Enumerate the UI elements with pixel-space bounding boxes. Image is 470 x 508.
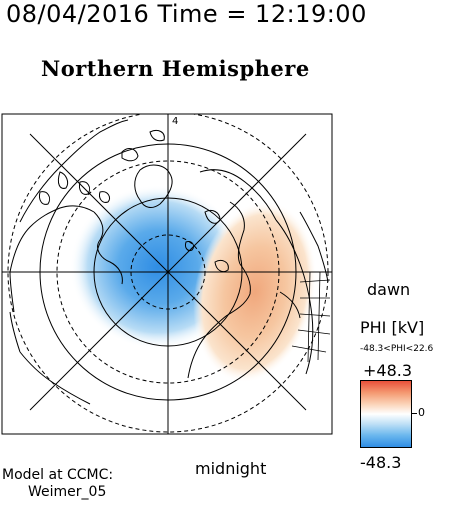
legend-colorbar [360, 380, 412, 448]
legend-min-label: -48.3 [360, 453, 402, 472]
legend-zero-tick [412, 413, 417, 414]
map-border [1, 113, 333, 435]
meridian-label: 4 [172, 116, 178, 127]
dawn-label: dawn [367, 280, 411, 299]
legend-range: -48.3<PHI<22.6 [360, 344, 434, 354]
credit-model-name: Weimer_05 [28, 484, 107, 500]
credit-model-label: Model at CCMC: [2, 467, 114, 483]
midnight-label: midnight [195, 459, 267, 478]
map-title: Northern Hemisphere [41, 56, 310, 81]
map-grid [291, 271, 331, 363]
legend-max-label: +48.3 [363, 361, 413, 380]
legend-zero-label: 0 [418, 406, 425, 419]
polar-map: 4 [1, 113, 333, 435]
positive-potential-cell [193, 201, 317, 383]
meridian-line [29, 133, 307, 411]
header-timestamp: 08/04/2016 Time = 12:19:00 [6, 0, 367, 28]
legend-title: PHI [kV] [360, 318, 425, 337]
